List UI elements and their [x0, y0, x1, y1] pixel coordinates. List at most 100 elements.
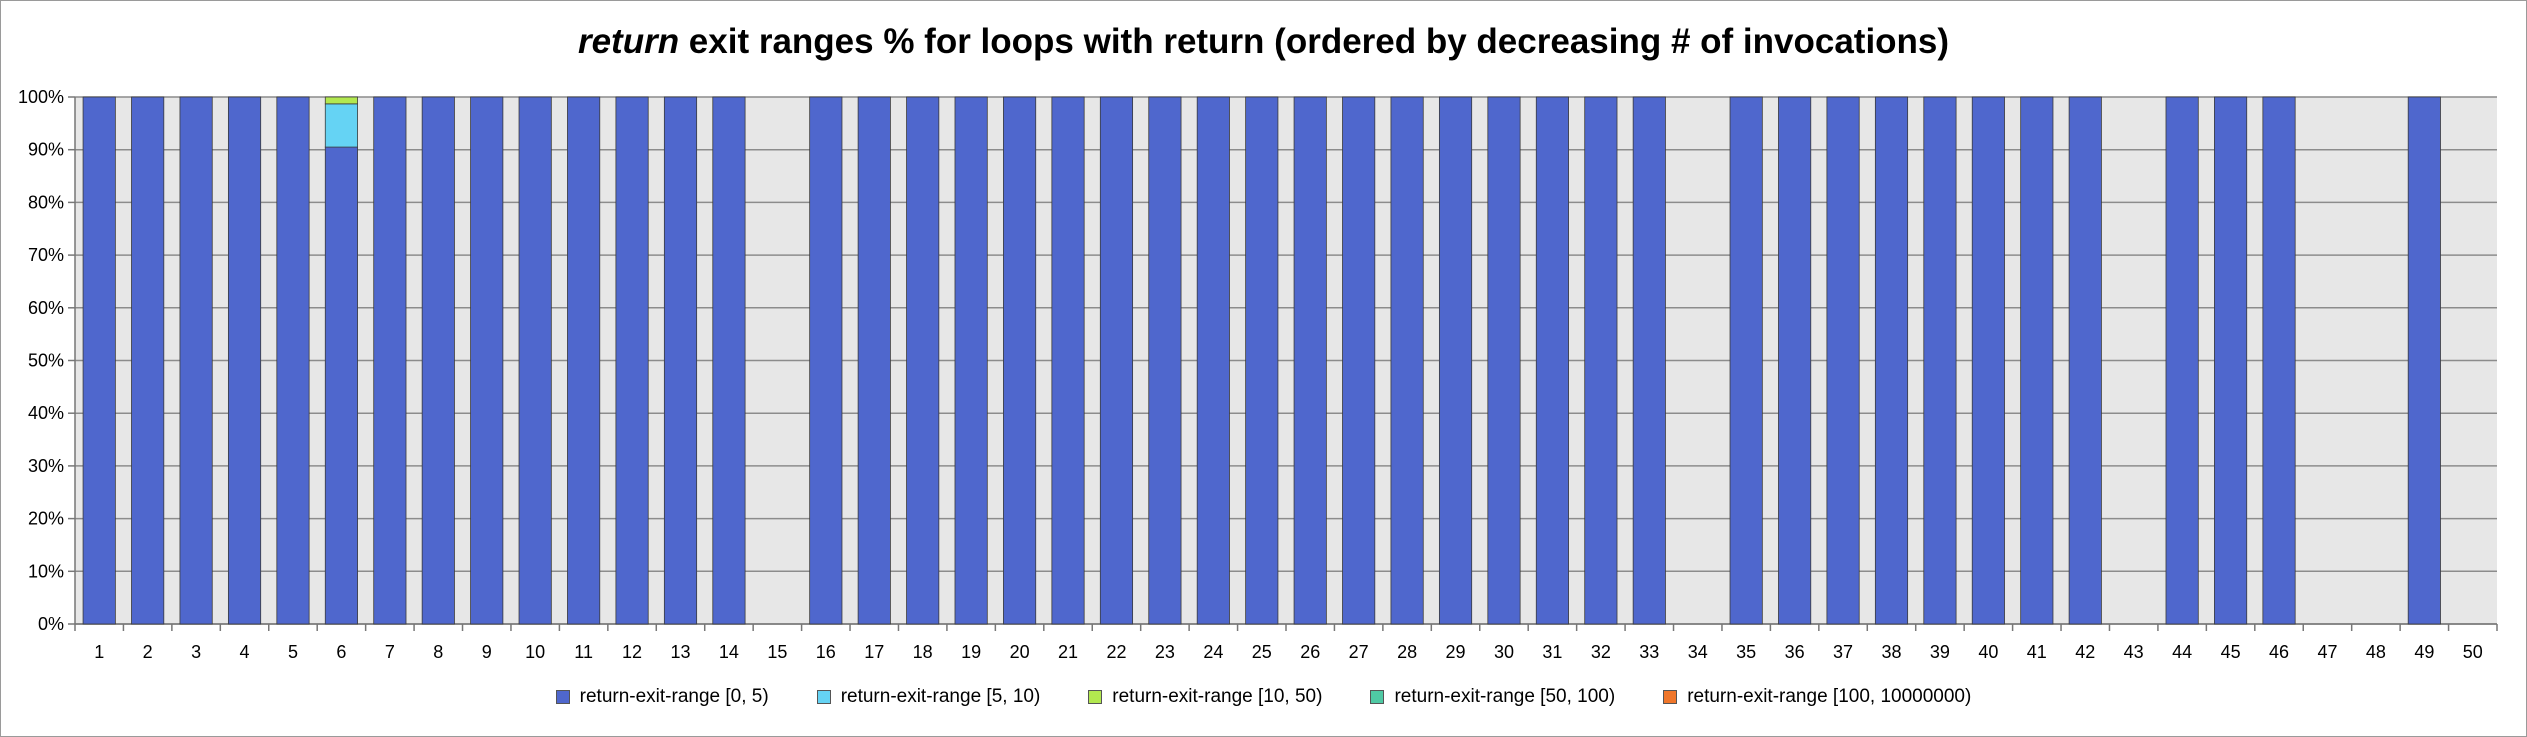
x-tick-label: 8	[433, 642, 443, 662]
y-tick-label: 60%	[28, 298, 64, 318]
bar-segment	[1778, 96, 1812, 625]
legend-item: return-exit-range [5, 10)	[816, 686, 1040, 708]
bar-segment	[1099, 96, 1134, 625]
legend-label: return-exit-range [100, 10000000)	[1687, 686, 1972, 707]
x-tick-label: 39	[1930, 642, 1950, 662]
bar-segment	[1535, 96, 1569, 625]
bar-segment	[1874, 96, 1909, 625]
bar-segment	[2262, 96, 2296, 625]
y-tick-label: 100%	[18, 87, 64, 107]
bar-segment	[615, 96, 649, 625]
bar-segment	[373, 96, 407, 625]
x-tick-label: 28	[1397, 642, 1417, 662]
legend-swatch	[1088, 690, 1103, 704]
bar-segment	[1729, 96, 1763, 625]
x-tick-label: 36	[1785, 642, 1805, 662]
bar-segment	[1003, 96, 1037, 625]
x-tick-label: 22	[1106, 642, 1126, 662]
y-tick-label: 30%	[28, 456, 64, 476]
x-tick-label: 43	[2124, 642, 2144, 662]
x-tick-label: 21	[1058, 642, 1078, 662]
x-tick-label: 46	[2269, 642, 2289, 662]
bar-segment	[324, 146, 358, 625]
x-tick-label: 1	[94, 642, 104, 662]
bar-segment	[567, 96, 601, 625]
x-tick-label: 34	[1688, 642, 1708, 662]
x-tick-label: 41	[2027, 642, 2047, 662]
bar-segment	[809, 96, 843, 625]
legend-item: return-exit-range [50, 100)	[1370, 686, 1615, 708]
bar-segment	[1584, 96, 1618, 625]
x-tick-label: 9	[482, 642, 492, 662]
x-tick-label: 5	[288, 642, 298, 662]
x-tick-label: 45	[2221, 642, 2241, 662]
bar-segment	[179, 96, 213, 625]
x-tick-label: 19	[961, 642, 981, 662]
bar-segment	[1632, 96, 1666, 625]
bar-segment	[227, 96, 262, 625]
legend-item: return-exit-range [0, 5)	[555, 686, 769, 708]
bar-segment	[1438, 96, 1473, 625]
bar-segment	[2165, 96, 2199, 625]
x-tick-label: 14	[719, 642, 739, 662]
x-tick-label: 24	[1203, 642, 1223, 662]
bar-segment	[324, 103, 358, 148]
bar-segment	[276, 96, 310, 625]
x-tick-label: 6	[336, 642, 346, 662]
legend-swatch	[1370, 690, 1385, 704]
x-tick-label: 23	[1155, 642, 1175, 662]
x-tick-label: 7	[385, 642, 395, 662]
bar-segment	[1148, 96, 1182, 625]
x-tick-label: 35	[1736, 642, 1756, 662]
bar-segment	[2407, 96, 2441, 625]
x-tick-label: 30	[1494, 642, 1514, 662]
x-tick-label: 33	[1639, 642, 1659, 662]
bar-segment	[1487, 96, 1521, 625]
x-tick-label: 32	[1591, 642, 1611, 662]
x-tick-label: 44	[2172, 642, 2192, 662]
bar-segment	[954, 96, 988, 625]
chart-title: return exit ranges % for loops with retu…	[0, 22, 2527, 62]
bar-segment	[857, 96, 891, 625]
legend-swatch	[816, 690, 831, 704]
x-tick-label: 2	[143, 642, 153, 662]
chart-title-emphasis: return	[577, 22, 680, 61]
bar-segment	[712, 96, 746, 625]
legend-label: return-exit-range [50, 100)	[1394, 686, 1616, 707]
x-tick-label: 26	[1300, 642, 1320, 662]
x-tick-label: 18	[913, 642, 933, 662]
bar-segment	[1342, 96, 1376, 625]
x-tick-label: 47	[2317, 642, 2337, 662]
legend-label: return-exit-range [0, 5)	[579, 686, 769, 707]
y-tick-label: 10%	[28, 561, 64, 581]
x-tick-label: 31	[1542, 642, 1562, 662]
bar-segment	[1245, 96, 1279, 625]
bar-segment	[1051, 96, 1085, 625]
bar-segment	[82, 96, 116, 625]
bar-segment	[324, 96, 358, 105]
x-tick-label: 4	[240, 642, 250, 662]
x-tick-label: 12	[622, 642, 642, 662]
x-tick-label: 15	[767, 642, 787, 662]
chart-legend: return-exit-range [0, 5) return-exit-rang…	[0, 686, 2527, 708]
bar-segment	[518, 96, 552, 625]
bar-segment	[1971, 96, 2005, 625]
bar-segment	[470, 96, 504, 625]
legend-swatch	[1663, 690, 1678, 704]
x-tick-label: 20	[1010, 642, 1030, 662]
y-tick-label: 40%	[28, 403, 64, 423]
bar-segment	[1923, 96, 1957, 625]
x-tick-label: 16	[816, 642, 836, 662]
y-tick-label: 50%	[28, 351, 64, 371]
stacked-bar-chart: 0%10%20%30%40%50%60%70%80%90%100%1 2 3 4 5 6 7…	[18, 87, 2498, 662]
bar-segment	[2214, 96, 2248, 625]
bar-segment	[1390, 96, 1424, 625]
x-tick-label: 40	[1978, 642, 1998, 662]
chart-title-text: exit ranges % for loops with return (ord…	[679, 22, 1950, 61]
bar-segment	[1196, 96, 1230, 625]
y-tick-label: 80%	[28, 192, 64, 212]
bar-segment	[1826, 96, 1860, 625]
legend-item: return-exit-range [100, 10000000)	[1663, 686, 1971, 708]
bar-segment	[131, 96, 165, 625]
x-tick-label: 11	[574, 642, 593, 662]
